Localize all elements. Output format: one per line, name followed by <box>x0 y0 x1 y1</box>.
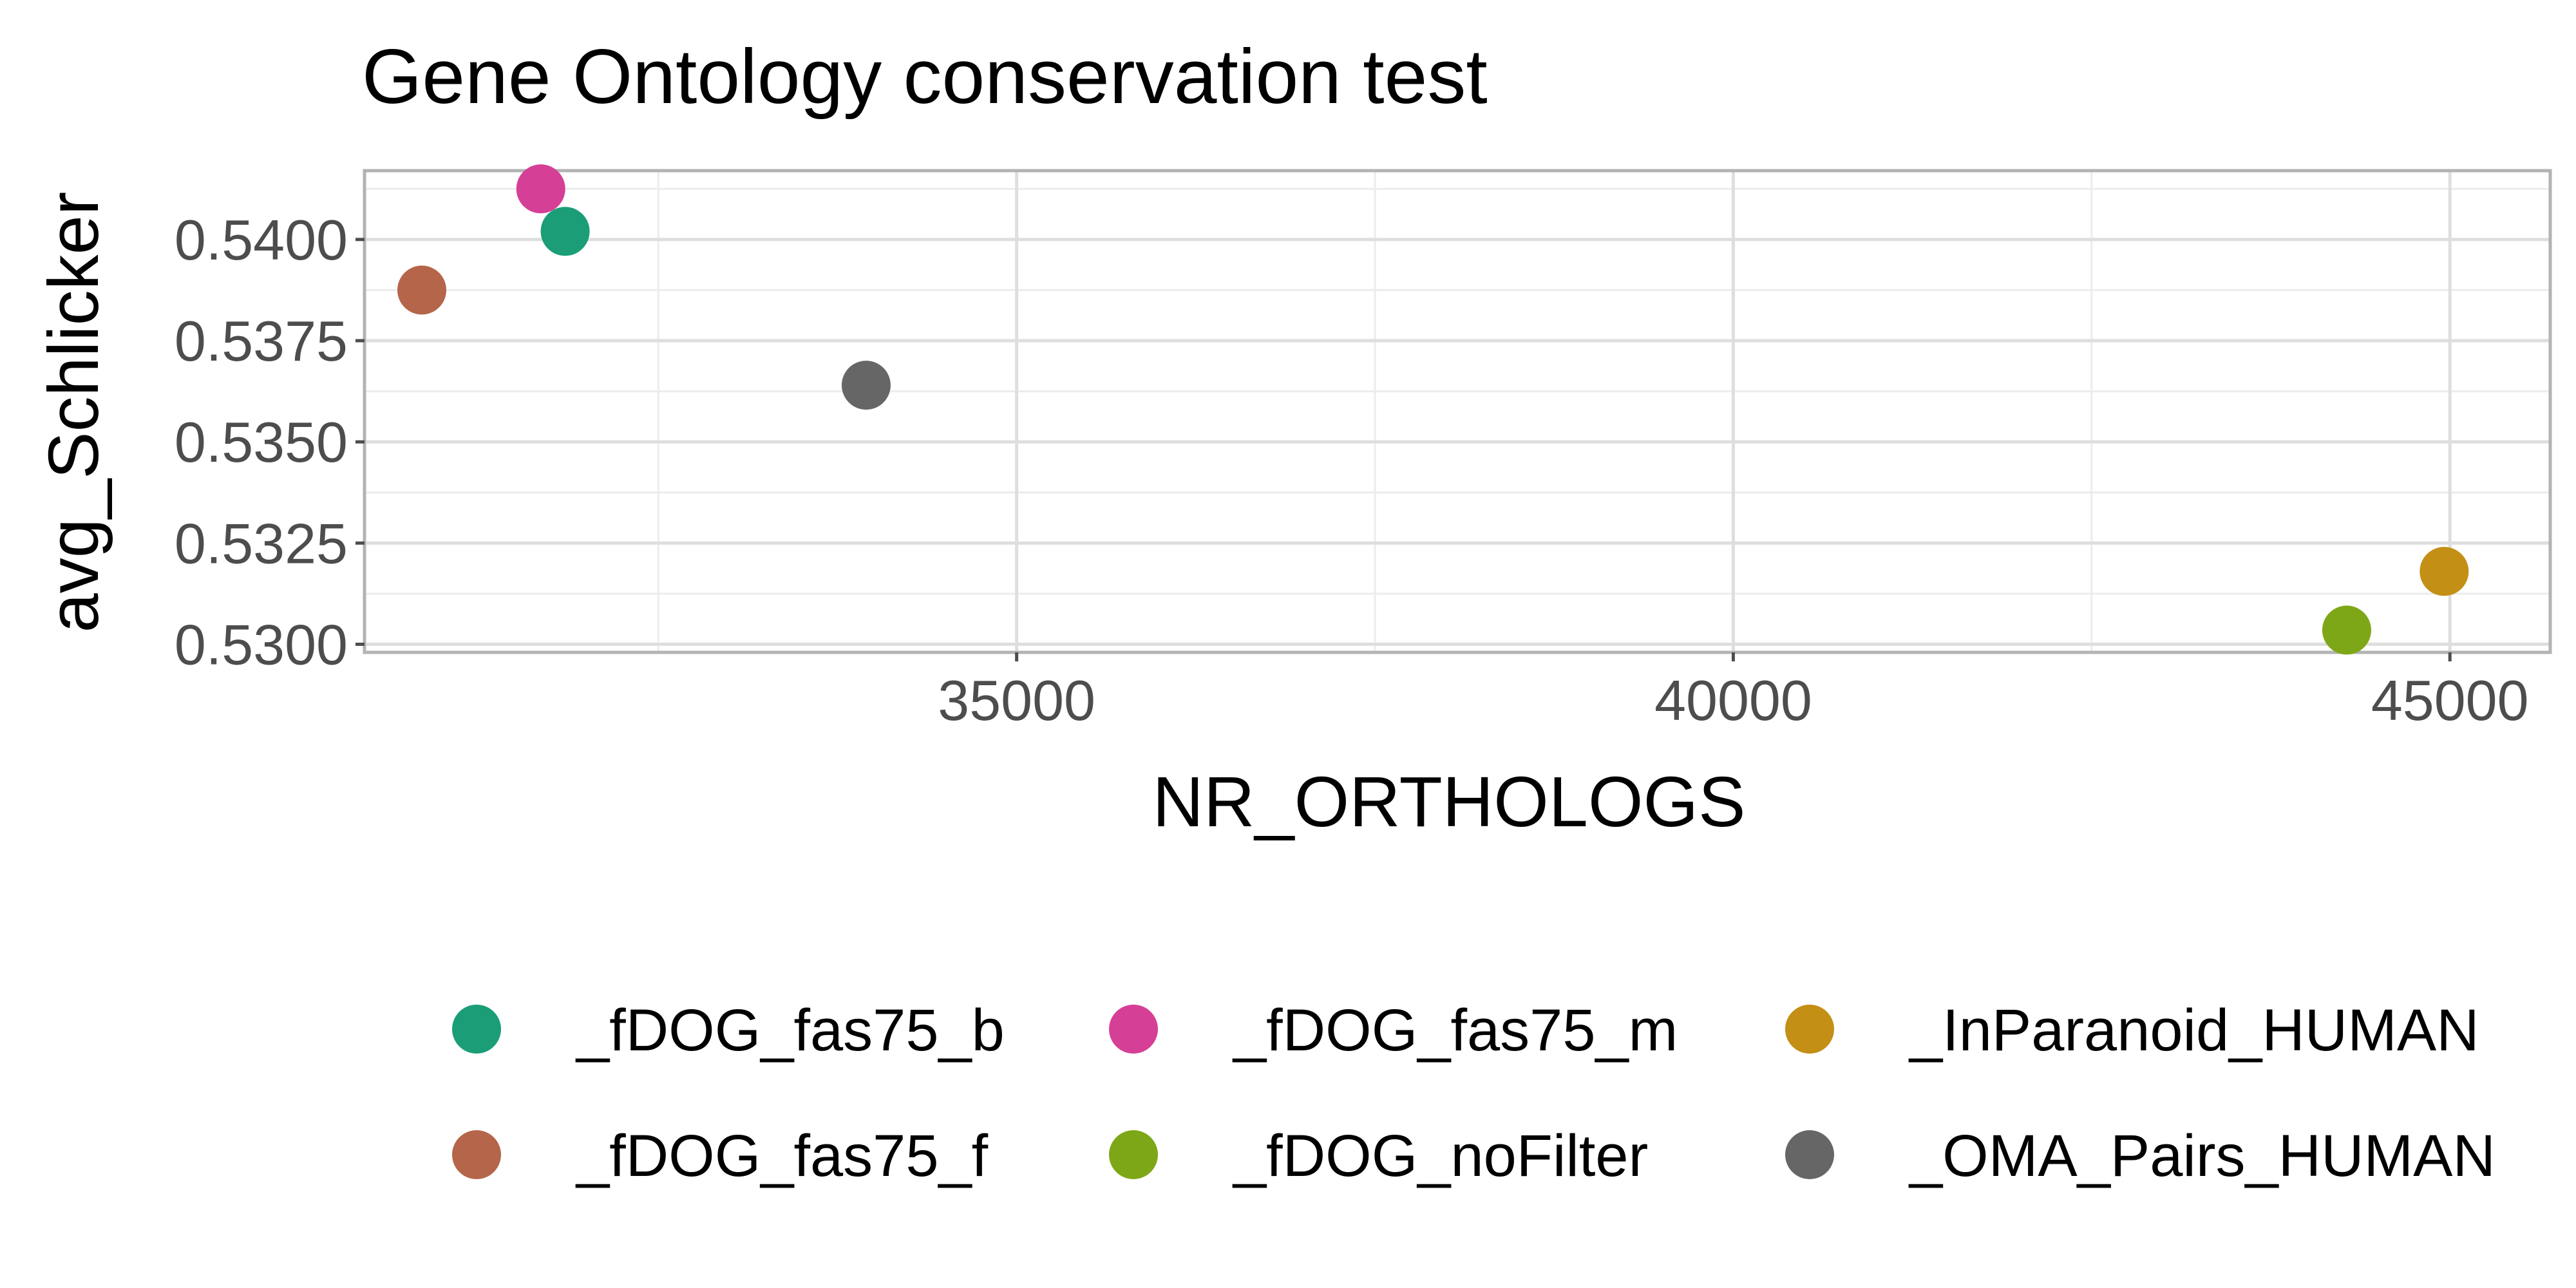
legend: _fDOG_fas75_b _fDOG_fas75_m _InParanoid_HU… <box>452 998 2496 1189</box>
data-point <box>516 164 565 214</box>
y-axis-title: avg_Schlicker <box>34 192 113 633</box>
grid-minor-lines <box>365 171 2550 652</box>
legend-label: _fDOG_noFilter <box>1232 1123 1648 1189</box>
legend-item: _fDOG_fas75_b <box>452 998 1005 1063</box>
y-tick-label: 0.5350 <box>175 410 348 474</box>
legend-label: _fDOG_fas75_b <box>575 998 1005 1063</box>
legend-key <box>1785 1130 1834 1179</box>
legend-key <box>452 1130 501 1179</box>
legend-label: _fDOG_fas75_f <box>575 1123 989 1189</box>
x-tick-label: 35000 <box>938 668 1095 732</box>
data-point <box>2420 547 2469 596</box>
legend-item: _OMA_Pairs_HUMAN <box>1785 1123 2496 1189</box>
legend-label: _OMA_Pairs_HUMAN <box>1908 1123 2496 1189</box>
data-point <box>397 265 447 315</box>
x-tick-label: 45000 <box>2371 668 2529 732</box>
y-tick-label: 0.5400 <box>175 208 348 272</box>
legend-item: _InParanoid_HUMAN <box>1785 998 2479 1063</box>
x-axis: 35000 40000 45000 <box>938 652 2529 732</box>
data-point <box>2322 605 2371 655</box>
data-point <box>540 207 590 256</box>
legend-item: _fDOG_fas75_f <box>452 1123 989 1189</box>
panel-border <box>363 169 2552 654</box>
plot-panel <box>363 164 2552 655</box>
legend-key <box>452 1005 501 1054</box>
legend-key <box>1109 1005 1158 1054</box>
x-axis-title: NR_ORTHOLOGS <box>1153 762 1746 842</box>
legend-item: _fDOG_fas75_m <box>1109 998 1678 1063</box>
legend-label: _fDOG_fas75_m <box>1232 998 1678 1063</box>
legend-label: _InParanoid_HUMAN <box>1908 998 2479 1063</box>
y-axis: 0.5300 0.5325 0.5350 0.5375 0.5400 <box>175 208 365 676</box>
chart-title: Gene Ontology conservation test <box>362 33 1488 120</box>
y-tick-label: 0.5300 <box>175 612 348 676</box>
y-tick-label: 0.5325 <box>175 511 348 575</box>
data-points <box>397 164 2469 655</box>
y-tick-label: 0.5375 <box>175 309 348 373</box>
x-tick-label: 40000 <box>1654 668 1812 732</box>
legend-item: _fDOG_noFilter <box>1109 1123 1648 1189</box>
grid-major-lines <box>365 171 2550 652</box>
legend-key <box>1109 1130 1158 1179</box>
legend-key <box>1785 1005 1834 1054</box>
data-point <box>841 361 891 410</box>
